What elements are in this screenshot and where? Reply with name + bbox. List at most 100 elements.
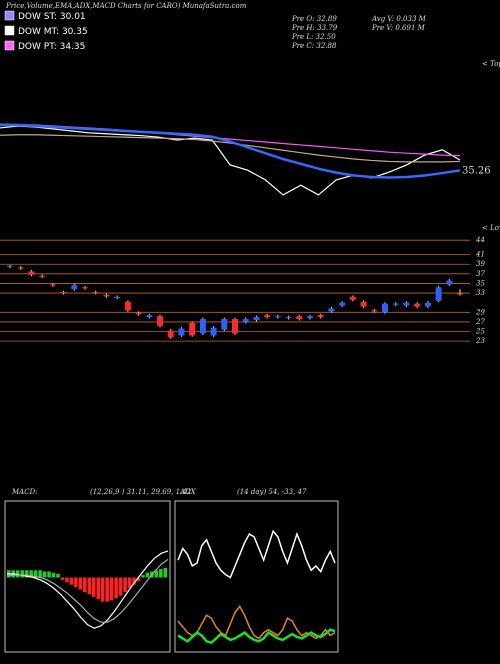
- histogram-bar: [60, 577, 65, 580]
- candle-body: [210, 327, 217, 336]
- histogram-bar: [159, 569, 163, 578]
- candle-body: [71, 285, 78, 290]
- candle-body: [178, 328, 185, 336]
- candle-body: [135, 312, 142, 315]
- candle-body: [146, 315, 153, 318]
- legend-label: DOW ST: 30.01: [18, 12, 86, 22]
- stat: Pre O: 32.89: [291, 15, 337, 23]
- panel-params: (14 day) 54, -33, 47: [237, 488, 307, 496]
- candle-body: [60, 292, 67, 294]
- candle-body: [114, 296, 121, 298]
- candle-body: [242, 319, 249, 322]
- legend-label: DOW PT: 34.35: [18, 42, 85, 52]
- y-tick-label: 44: [475, 236, 485, 244]
- histogram-bar: [145, 572, 150, 578]
- histogram-bar: [47, 571, 51, 578]
- candle-body: [28, 271, 35, 275]
- histogram-bar: [51, 572, 56, 578]
- histogram-bar: [91, 577, 96, 597]
- candle-body: [392, 303, 399, 305]
- histogram-bar: [123, 577, 127, 592]
- y-tick-label: 29: [475, 308, 485, 316]
- histogram-bar: [105, 577, 109, 602]
- candle-body: [82, 287, 88, 289]
- candle-body: [403, 302, 410, 306]
- line: [6, 558, 169, 623]
- histogram-bar: [163, 567, 168, 578]
- panel-title: MACD:: [11, 488, 38, 496]
- panel-params: (12,26,9 ) 31.11, 29.69, 1.42: [90, 488, 192, 496]
- candle-body: [457, 293, 463, 295]
- stat: Pre V: 0.691 M: [371, 24, 426, 32]
- legend-label: DOW MT: 30.35: [18, 27, 88, 37]
- candle-body: [7, 265, 13, 267]
- histogram-bar: [78, 577, 83, 590]
- side-label: < Lows: [482, 224, 500, 232]
- line: [7, 550, 169, 629]
- histogram-bar: [29, 570, 33, 578]
- histogram-bar: [118, 577, 123, 596]
- line: [0, 125, 461, 196]
- candle-body: [414, 303, 421, 307]
- y-tick-label: 41: [475, 251, 485, 259]
- histogram-bar: [87, 577, 92, 595]
- histogram-bar: [83, 577, 87, 592]
- candle-body: [274, 316, 281, 318]
- candle-body: [446, 280, 453, 285]
- candle-body: [253, 317, 260, 320]
- candle-body: [360, 301, 367, 307]
- panel-title: ADX: [179, 488, 197, 496]
- y-tick-label: 33: [476, 289, 485, 297]
- candle-body: [285, 317, 292, 319]
- candle-body: [124, 301, 131, 311]
- histogram-bar: [132, 577, 136, 585]
- candle-body: [189, 322, 196, 336]
- stat: Pre C: 32.88: [291, 42, 337, 50]
- candle-body: [39, 275, 46, 277]
- candle-body: [167, 330, 174, 338]
- histogram-bar: [56, 573, 60, 578]
- candle-body: [424, 302, 431, 307]
- side-label: < Tops: [482, 60, 500, 68]
- line: [0, 123, 461, 179]
- histogram-bar: [15, 570, 20, 578]
- line: [177, 628, 336, 645]
- histogram-bar: [136, 577, 141, 582]
- candle-body: [103, 294, 110, 297]
- legend-swatch: [4, 25, 15, 36]
- histogram-bar: [65, 577, 69, 583]
- stat: Pre L: 32.50: [291, 33, 336, 41]
- histogram-bar: [42, 571, 47, 578]
- candle-body: [199, 319, 206, 334]
- candle-body: [435, 287, 442, 301]
- candle-body: [307, 316, 313, 319]
- histogram-bar: [96, 577, 101, 600]
- last-value: 35.26: [462, 165, 491, 176]
- histogram-bar: [127, 577, 132, 589]
- candle-body: [382, 303, 388, 313]
- candle-body: [49, 284, 56, 286]
- legend-swatch: [4, 10, 15, 21]
- candle-body: [92, 292, 99, 294]
- candle-body: [349, 296, 356, 300]
- histogram-bar: [114, 577, 118, 599]
- candle-body: [317, 315, 324, 318]
- candle-body: [221, 319, 228, 330]
- page-title: Price,Volume,EMA,ADX,MACD Charts for CAR…: [5, 2, 247, 10]
- candle-body: [17, 267, 24, 269]
- candle-body: [157, 316, 163, 326]
- y-tick-label: 39: [476, 260, 485, 268]
- histogram-bar: [100, 577, 105, 602]
- adx-frame: [174, 500, 339, 653]
- histogram-bar: [109, 577, 114, 601]
- y-tick-label: 27: [475, 318, 485, 326]
- legend-swatch: [4, 40, 15, 51]
- histogram-bar: [141, 575, 145, 578]
- stat: Pre H: 33.79: [291, 24, 338, 32]
- histogram-bar: [154, 570, 159, 578]
- y-tick-label: 37: [476, 270, 485, 278]
- histogram-bar: [74, 577, 78, 588]
- histogram-bar: [33, 570, 38, 578]
